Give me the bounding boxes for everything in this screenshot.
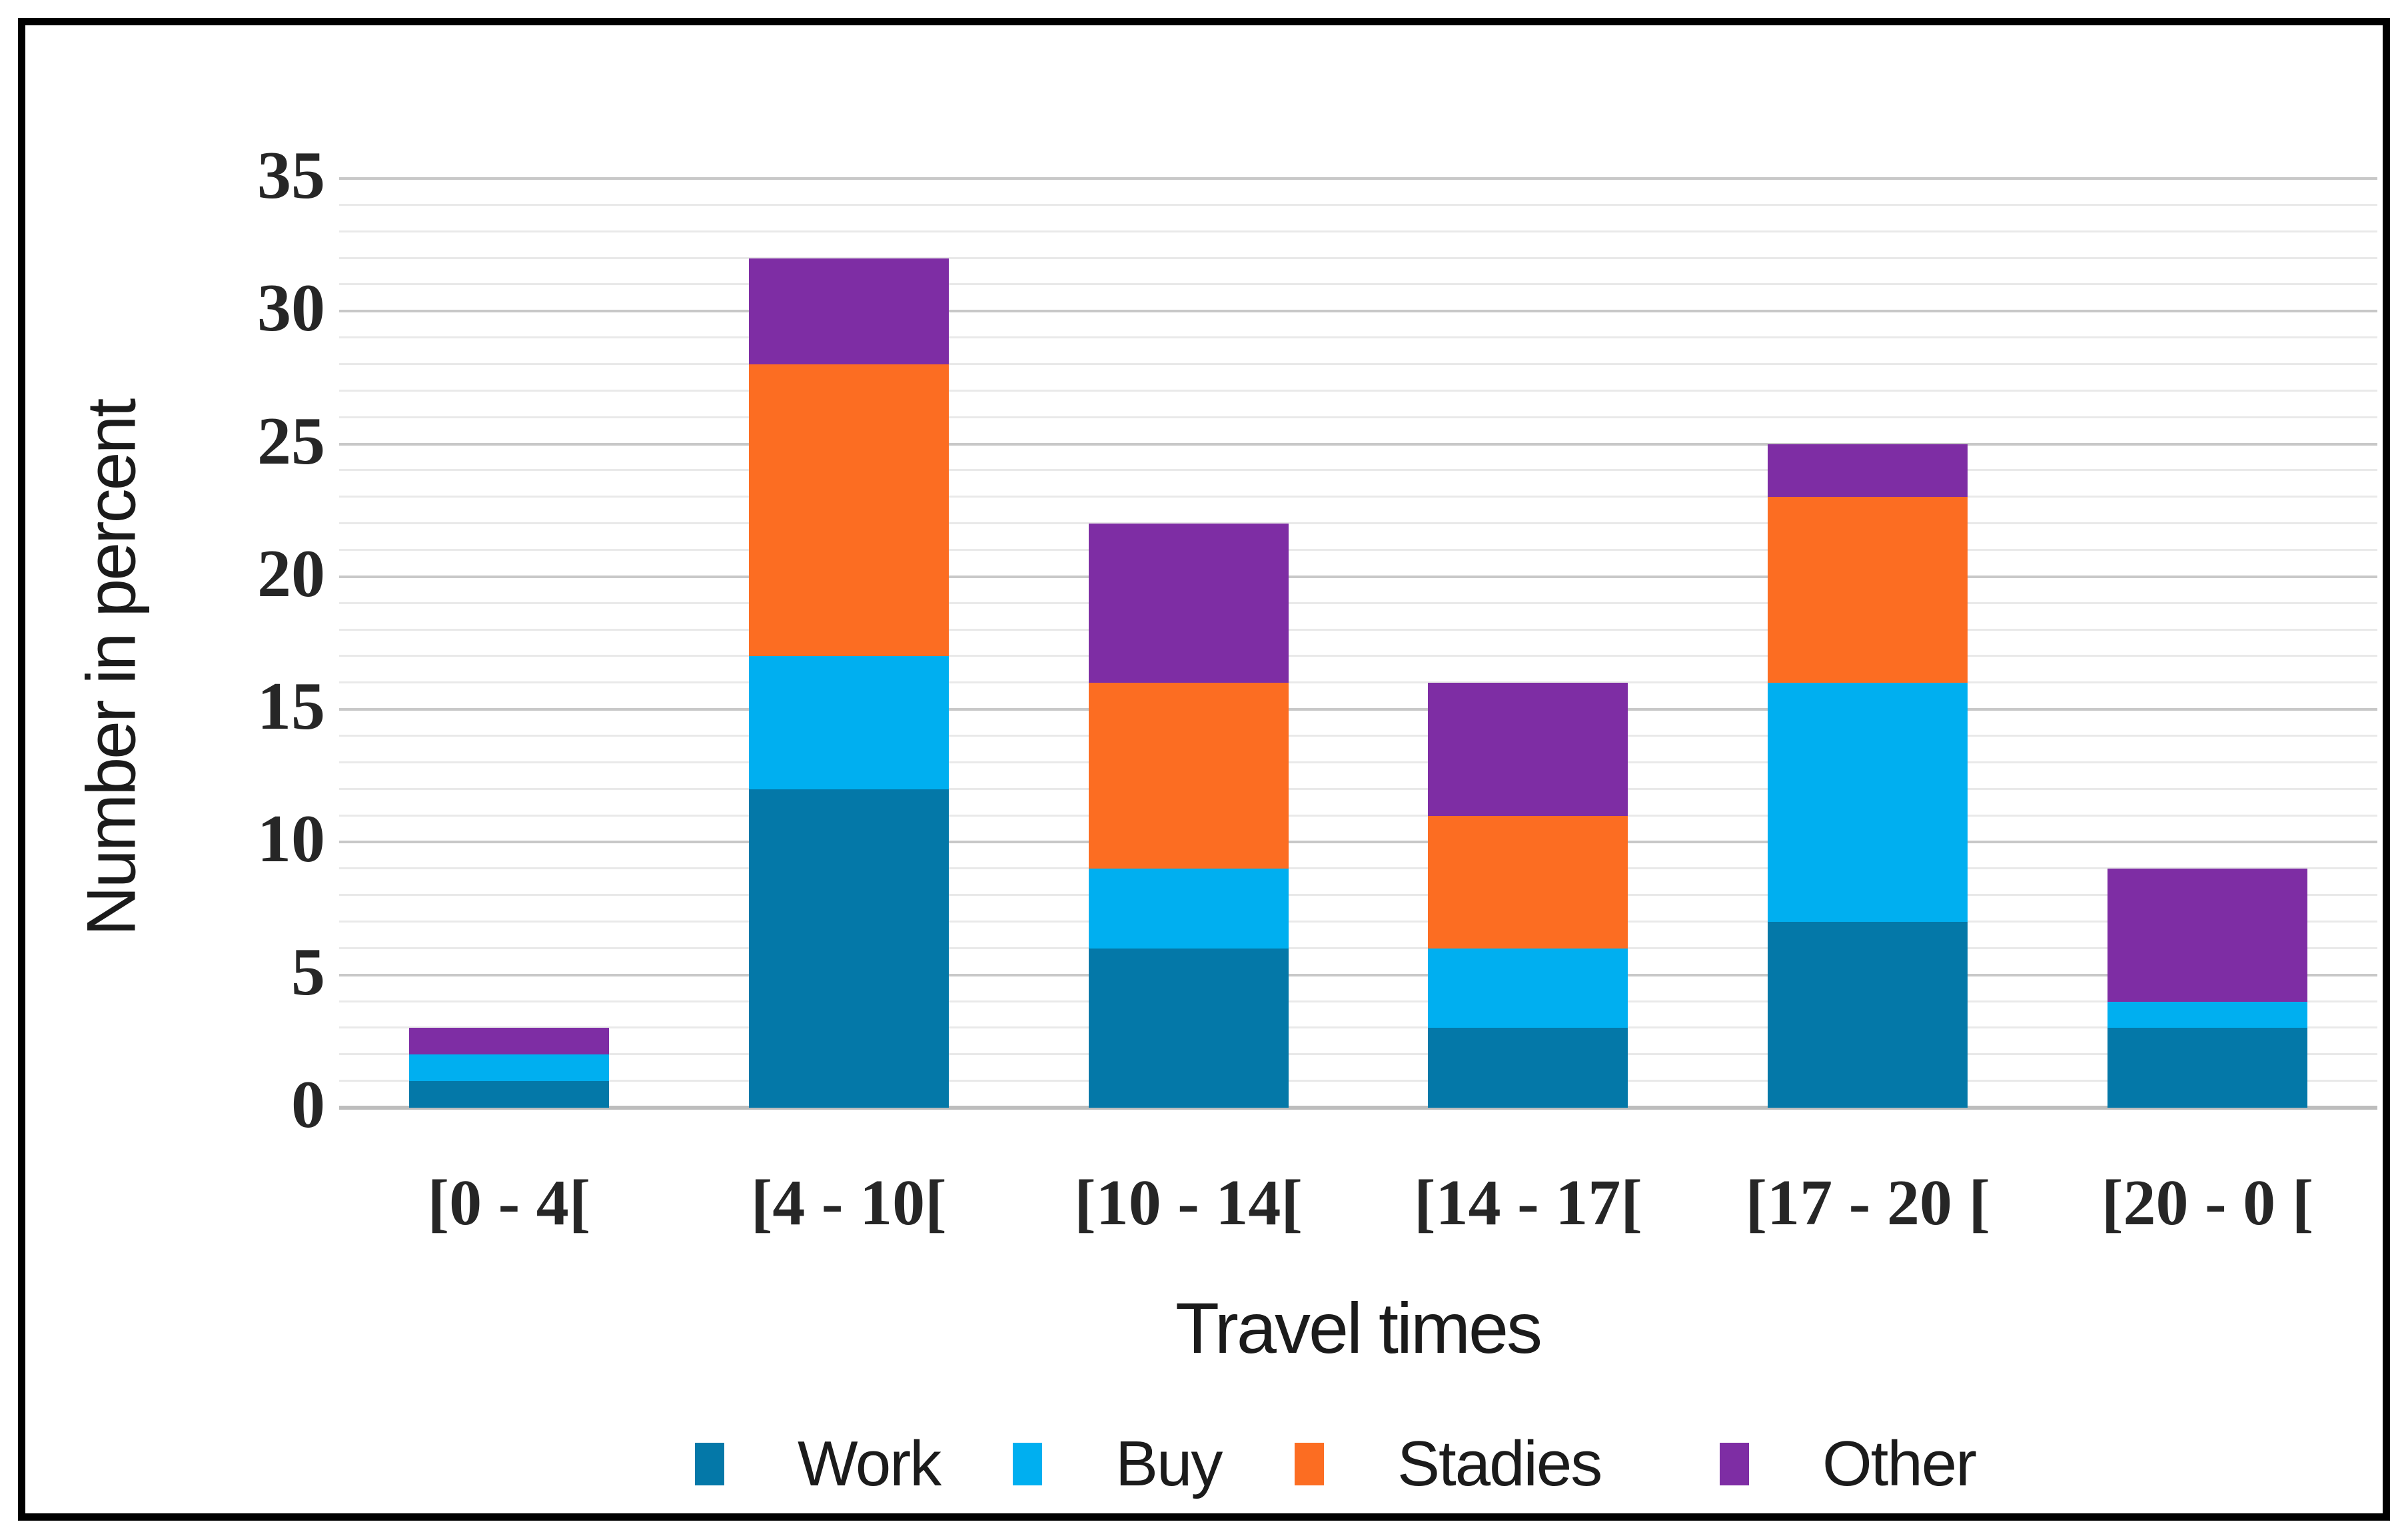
gridline xyxy=(339,1080,2377,1082)
bar-segment-work xyxy=(408,1081,609,1108)
bar-segment-other xyxy=(1428,683,1628,816)
bar-segment-buy xyxy=(1768,683,1968,922)
bar-segment-work xyxy=(748,789,949,1108)
y-tick-label: 35 xyxy=(257,137,325,213)
gridline xyxy=(339,363,2377,365)
legend-marker-icon xyxy=(695,1443,724,1485)
bar-segment-buy xyxy=(2107,1001,2308,1028)
gridline xyxy=(339,921,2377,923)
bar-segment-other xyxy=(408,1028,609,1055)
bar-segment-stadies xyxy=(1088,683,1289,869)
bar-segment-other xyxy=(1088,524,1289,683)
gridline xyxy=(339,522,2377,525)
gridline xyxy=(339,601,2377,604)
gridline xyxy=(339,575,2377,578)
plot-area: 0 5 10 15 20 25 30 35 [0 - 4[ [4 - 10[ [10 - 14[ [1… xyxy=(25,25,2383,1513)
legend-marker-icon xyxy=(1720,1443,1749,1485)
bar-segment-buy xyxy=(748,656,949,789)
y-tick-label: 10 xyxy=(257,801,325,877)
figure-frame: Number in percent 0 5 10 15 20 25 30 35 [0 - 4[[… xyxy=(18,18,2390,1521)
y-tick-label: 5 xyxy=(291,934,325,1010)
y-tick-label: 20 xyxy=(257,536,325,611)
y-tick-label: 15 xyxy=(257,668,325,744)
gridline xyxy=(339,336,2377,339)
gridline xyxy=(339,735,2377,737)
legend-marker-icon xyxy=(1295,1443,1324,1485)
x-category-label: [20 - 0 [ xyxy=(2101,1167,2314,1239)
bar-segment-work xyxy=(1088,948,1289,1108)
bar-segment-work xyxy=(2107,1028,2308,1108)
x-category-label: [4 - 10[ xyxy=(750,1167,947,1239)
legend-item-other: Other xyxy=(1720,1427,1977,1501)
gridline xyxy=(339,761,2377,763)
legend-item-work: Work xyxy=(695,1427,941,1501)
legend-label: Buy xyxy=(1115,1428,1223,1499)
gridline xyxy=(339,1026,2377,1029)
gridline xyxy=(339,841,2377,844)
gridline xyxy=(339,256,2377,259)
x-axis-baseline xyxy=(339,1106,2377,1110)
bar-segment-other xyxy=(2107,869,2308,1002)
gridline xyxy=(339,283,2377,286)
bar-segment-other xyxy=(748,258,949,364)
gridline xyxy=(339,894,2377,897)
x-category-label: [14 - 17[ xyxy=(1413,1167,1642,1239)
bar-segment-other xyxy=(1768,444,1968,498)
gridline xyxy=(339,681,2377,684)
legend-label: Stadies xyxy=(1397,1428,1602,1499)
x-category-label: [10 - 14[ xyxy=(1074,1167,1303,1239)
gridline xyxy=(339,1000,2377,1002)
gridline xyxy=(339,442,2377,446)
y-tick-label: 30 xyxy=(257,270,325,346)
gridline xyxy=(339,973,2377,976)
bar-segment-work xyxy=(1768,922,1968,1108)
bar-segment-stadies xyxy=(748,364,949,657)
gridline xyxy=(339,1053,2377,1056)
gridline xyxy=(339,389,2377,392)
legend-label: Other xyxy=(1822,1428,1977,1499)
gridline xyxy=(339,867,2377,870)
gridline xyxy=(339,177,2377,180)
gridline xyxy=(339,230,2377,232)
y-tick-label: 0 xyxy=(291,1066,325,1142)
gridline xyxy=(339,814,2377,817)
bar-segment-buy xyxy=(1428,948,1628,1028)
bar-segment-stadies xyxy=(1768,497,1968,683)
bar-segment-buy xyxy=(1088,869,1289,949)
x-category-label: [17 - 20 [ xyxy=(1745,1167,1990,1239)
y-tick-label: 25 xyxy=(257,403,325,479)
gridline xyxy=(339,655,2377,657)
legend-label: Work xyxy=(798,1428,941,1499)
gridline xyxy=(339,628,2377,631)
gridline xyxy=(339,947,2377,949)
gridline xyxy=(339,416,2377,418)
gridline xyxy=(339,496,2377,498)
gridline xyxy=(339,310,2377,313)
legend-item-stadies: Stadies xyxy=(1295,1427,1602,1501)
legend-marker-icon xyxy=(1013,1443,1042,1485)
gridline xyxy=(339,469,2377,472)
bar-segment-work xyxy=(1428,1028,1628,1108)
legend-item-buy: Buy xyxy=(1013,1427,1223,1501)
bar-segment-buy xyxy=(408,1054,609,1082)
bar-segment-stadies xyxy=(1428,815,1628,949)
gridline xyxy=(339,708,2377,711)
gridline xyxy=(339,787,2377,790)
stacked-bar-chart: Number in percent 0 5 10 15 20 25 30 35 [0 - 4[[… xyxy=(25,25,2383,1513)
x-axis-title: Travel times xyxy=(1175,1288,1542,1368)
x-category-label: [0 - 4[ xyxy=(427,1167,591,1239)
gridline xyxy=(339,203,2377,206)
gridline xyxy=(339,549,2377,551)
